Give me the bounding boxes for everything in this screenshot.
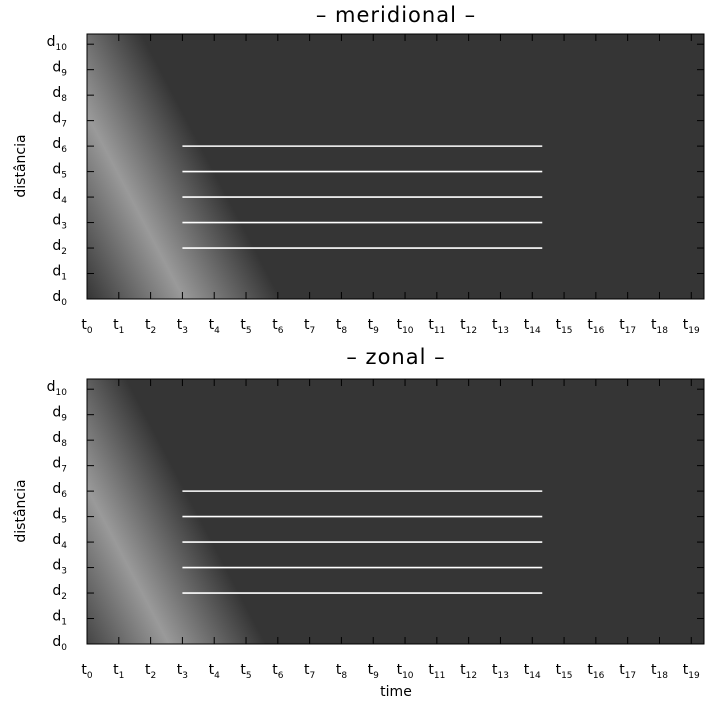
x-tick-label: t8 bbox=[336, 317, 348, 336]
x-tick-label: t0 bbox=[81, 317, 93, 336]
y-tick-label: d5 bbox=[52, 162, 67, 181]
y-tick-label: d1 bbox=[52, 264, 67, 283]
y-tick-label: d8 bbox=[52, 85, 67, 104]
x-tick-label: t6 bbox=[272, 662, 284, 681]
y-tick-label: d0 bbox=[52, 634, 67, 653]
x-tick-label: t15 bbox=[556, 317, 573, 336]
y-tick-label: d3 bbox=[52, 213, 67, 232]
x-tick-label: t12 bbox=[460, 317, 477, 336]
x-tick-label: t9 bbox=[368, 662, 380, 681]
x-tick-label: t3 bbox=[177, 662, 188, 681]
y-tick-label: d8 bbox=[52, 430, 67, 449]
x-tick-label: t10 bbox=[397, 662, 414, 681]
chart-title: – zonal – bbox=[346, 345, 445, 369]
x-tick-label: t15 bbox=[556, 662, 573, 681]
y-tick-label: d7 bbox=[52, 456, 67, 475]
y-tick-label: d5 bbox=[52, 507, 67, 526]
x-tick-label: t1 bbox=[113, 317, 124, 336]
y-tick-label: d7 bbox=[52, 111, 67, 130]
x-tick-label: t2 bbox=[145, 317, 156, 336]
x-tick-label: t5 bbox=[240, 317, 251, 336]
y-tick-label: d4 bbox=[52, 187, 67, 206]
y-tick-label: d9 bbox=[52, 60, 67, 79]
y-axis-tick-labels: d0 d1 d2 d3 d4 d5 d6 d7 d8 d9 d10 bbox=[47, 379, 68, 653]
x-tick-label: t16 bbox=[587, 317, 604, 336]
y-tick-label: d2 bbox=[52, 583, 67, 602]
plot-frame bbox=[86, 378, 705, 645]
y-tick-label: d6 bbox=[52, 136, 67, 155]
x-tick-label: t6 bbox=[272, 317, 284, 336]
x-tick-label: t11 bbox=[428, 662, 445, 681]
x-tick-label: t17 bbox=[619, 662, 636, 681]
x-tick-label: t11 bbox=[428, 317, 445, 336]
x-tick-label: t5 bbox=[240, 662, 251, 681]
y-tick-label: d10 bbox=[47, 34, 68, 53]
x-tick-label: t19 bbox=[683, 317, 700, 336]
x-tick-label: t16 bbox=[587, 662, 604, 681]
y-tick-label: d9 bbox=[52, 405, 67, 424]
y-tick-label: d10 bbox=[47, 379, 68, 398]
chart-panel-meridional: – meridional – t0 t1 t2 t3 t4 t5 t6 t7 t8 t9 t10 t1… bbox=[13, 3, 705, 336]
x-tick-label: t18 bbox=[651, 662, 668, 681]
x-tick-label: t1 bbox=[113, 662, 124, 681]
x-tick-label: t19 bbox=[683, 662, 700, 681]
y-tick-label: d2 bbox=[52, 238, 67, 257]
x-tick-label: t14 bbox=[524, 662, 541, 681]
x-tick-label: t3 bbox=[177, 317, 188, 336]
x-tick-label: t0 bbox=[81, 662, 93, 681]
chart-panel-zonal: – zonal – t0 t1 t2 t3 t4 t5 t6 t7 t8 t9 t10 t11 t12 t… bbox=[13, 345, 705, 700]
heatmap-field bbox=[87, 34, 704, 299]
x-tick-label: t14 bbox=[524, 317, 541, 336]
y-tick-label: d6 bbox=[52, 481, 67, 500]
overlay-lines bbox=[182, 145, 543, 249]
chart-title: – meridional – bbox=[316, 3, 476, 27]
x-tick-label: t7 bbox=[304, 662, 315, 681]
y-tick-label: d1 bbox=[52, 609, 67, 628]
x-tick-label: t12 bbox=[460, 662, 477, 681]
x-tick-label: t2 bbox=[145, 662, 156, 681]
y-tick-label: d3 bbox=[52, 558, 67, 577]
x-axis-tick-labels: t0 t1 t2 t3 t4 t5 t6 t7 t8 t9 t10 t11 t12 t13 t14 t15 t1… bbox=[81, 662, 700, 681]
y-axis-label: distância bbox=[13, 134, 29, 197]
heatmap-field bbox=[87, 379, 704, 644]
y-axis-tick-labels: d0 d1 d2 d3 d4 d5 d6 d7 d8 d9 d10 bbox=[47, 34, 68, 308]
x-tick-label: t18 bbox=[651, 317, 668, 336]
x-tick-label: t9 bbox=[368, 317, 380, 336]
plot-frame bbox=[86, 33, 705, 300]
y-tick-label: d0 bbox=[52, 289, 67, 308]
x-axis-label: time bbox=[380, 684, 412, 700]
x-tick-label: t4 bbox=[209, 662, 221, 681]
axis-ticks bbox=[86, 34, 704, 300]
overlay-lines bbox=[182, 490, 543, 594]
y-tick-label: d4 bbox=[52, 532, 67, 551]
x-tick-label: t17 bbox=[619, 317, 636, 336]
x-tick-label: t7 bbox=[304, 317, 315, 336]
x-tick-label: t13 bbox=[492, 662, 509, 681]
x-tick-label: t10 bbox=[397, 317, 414, 336]
axis-ticks bbox=[86, 379, 704, 645]
x-tick-label: t8 bbox=[336, 662, 348, 681]
x-tick-label: t4 bbox=[209, 317, 221, 336]
x-tick-label: t13 bbox=[492, 317, 509, 336]
x-axis-tick-labels: t0 t1 t2 t3 t4 t5 t6 t7 t8 t9 t10 t11 t12 t13 t14 t15 t1… bbox=[81, 317, 700, 336]
y-axis-label: distância bbox=[13, 479, 29, 542]
